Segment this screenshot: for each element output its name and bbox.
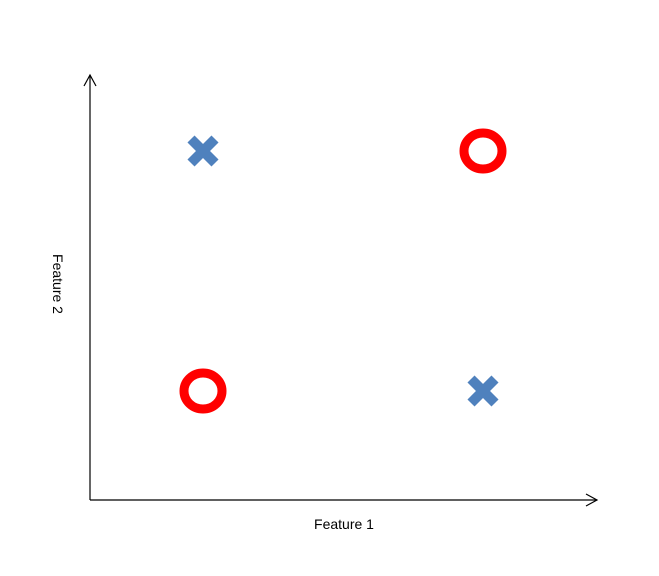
data-markers <box>179 128 507 414</box>
circle-marker-top-right <box>459 128 507 174</box>
y-axis <box>83 73 97 500</box>
circle-marker-bottom-left <box>179 368 227 414</box>
x-axis <box>90 493 599 507</box>
cross-marker-bottom-right <box>467 375 499 407</box>
y-axis-label: Feature 2 <box>50 254 66 314</box>
x-axis-label: Feature 1 <box>314 516 374 532</box>
cross-marker-top-left <box>187 135 219 167</box>
